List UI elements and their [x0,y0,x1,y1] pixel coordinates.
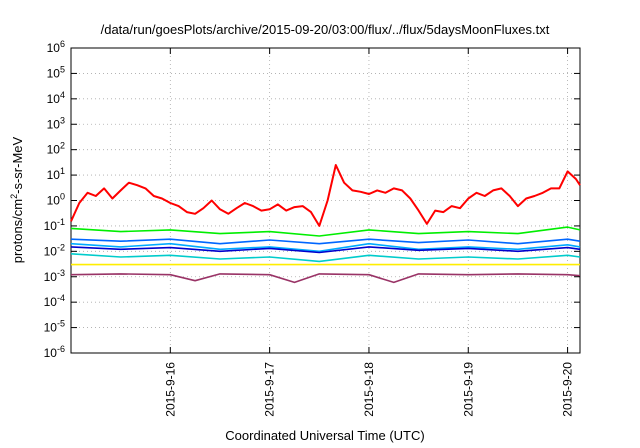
x-tick-label: 2015-9-20 [561,362,575,417]
series-line [70,226,581,237]
y-axis: 10-610-510-410-310-210-11001011021031041… [44,39,580,360]
series-line [70,273,581,284]
y-tick-base: 10 [47,194,61,208]
y-tick-exponent: -3 [57,268,65,278]
y-tick-base: 10 [47,168,61,182]
y-tick-label: 100 [47,192,65,208]
y-tick-base: 10 [44,321,58,335]
grid [71,48,580,353]
y-axis-title-suffix: -s-sr-MeV [10,136,25,193]
series-line [70,246,581,254]
y-tick-exponent: 5 [60,64,65,74]
y-axis-title: protons/cm2-s-sr-MeV [9,136,25,263]
series-line [70,253,581,263]
y-tick-label: 105 [47,64,65,80]
series-line [70,242,581,253]
series-line [70,164,581,227]
y-tick-label: 10-4 [44,293,65,309]
y-axis-title-prefix: protons/cm [10,199,25,263]
y-tick-exponent: -5 [57,319,65,329]
y-tick-base: 10 [44,244,58,258]
y-tick-exponent: -2 [57,242,65,252]
y-tick-exponent: 4 [60,90,65,100]
y-tick-base: 10 [44,270,58,284]
y-tick-base: 10 [47,143,61,157]
y-tick-exponent: 2 [60,141,65,151]
y-tick-label: 10-6 [44,344,65,360]
y-tick-label: 10-1 [44,217,65,233]
y-tick-label: 103 [47,115,65,131]
y-tick-base: 10 [47,92,61,106]
x-tick-label: 2015-9-17 [263,362,277,417]
y-tick-label: 106 [47,39,65,55]
y-tick-base: 10 [47,117,61,131]
y-tick-exponent: 6 [60,39,65,49]
y-tick-label: 101 [47,166,65,182]
y-tick-exponent: -1 [57,217,65,227]
y-axis-title-sup: 2 [9,194,19,199]
y-tick-exponent: -4 [57,293,65,303]
x-tick-label: 2015-9-16 [163,362,177,417]
x-axis-title: Coordinated Universal Time (UTC) [225,428,424,443]
y-tick-base: 10 [47,66,61,80]
series-group [70,164,581,284]
y-tick-base: 10 [47,41,61,55]
x-axis: 2015-9-16 2015-9-17 2015-9-18 2015-9-19 2015… [163,48,575,417]
x-tick-label: 2015-9-19 [461,362,475,417]
y-tick-exponent: 0 [60,192,65,202]
y-tick-base: 10 [44,219,58,233]
chart-title: /data/run/goesPlots/archive/2015-09-20/0… [101,22,550,37]
y-tick-exponent: 3 [60,115,65,125]
x-tick-label: 2015-9-18 [362,362,376,417]
y-tick-exponent: -6 [57,344,65,354]
y-tick-label: 104 [47,90,65,106]
y-tick-exponent: 1 [60,166,65,176]
y-tick-base: 10 [44,295,58,309]
y-tick-label: 10-2 [44,242,65,258]
y-tick-label: 102 [47,141,65,157]
series-line [70,238,581,245]
y-tick-label: 10-3 [44,268,65,284]
y-tick-label: 10-5 [44,319,65,335]
y-tick-base: 10 [44,346,58,360]
